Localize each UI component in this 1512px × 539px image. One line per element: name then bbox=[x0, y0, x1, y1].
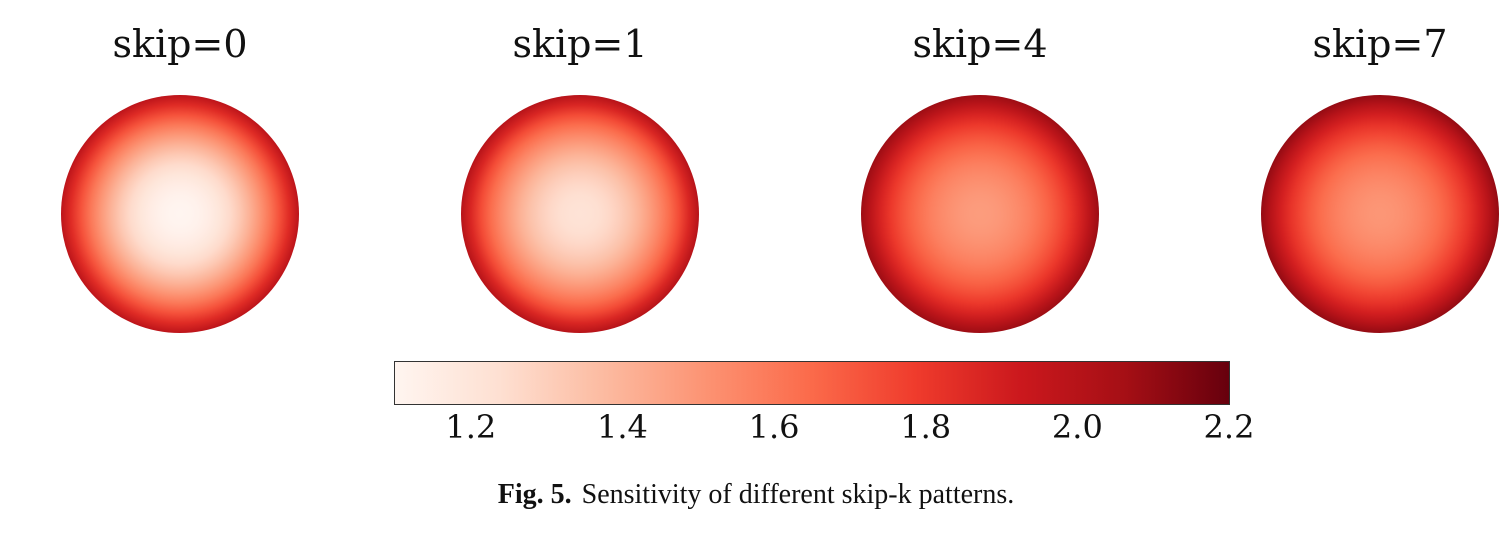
caption-text: Sensitivity of different skip-k patterns… bbox=[581, 479, 1015, 510]
colorbar bbox=[394, 361, 1230, 405]
disc-fill bbox=[1261, 95, 1499, 333]
panel-title: skip=7 bbox=[1312, 22, 1448, 66]
disc-fill bbox=[861, 95, 1099, 333]
colorbar-tick-label: 1.2 bbox=[445, 408, 497, 446]
colorbar-tick-label: 1.6 bbox=[748, 408, 800, 446]
sensitivity-disc bbox=[1261, 95, 1499, 333]
colorbar-tick-label: 1.4 bbox=[597, 408, 648, 446]
sensitivity-disc bbox=[861, 95, 1099, 333]
panel-title: skip=4 bbox=[912, 22, 1048, 66]
sensitivity-disc bbox=[61, 95, 299, 333]
panel-title: skip=1 bbox=[512, 22, 648, 66]
figure-caption: Fig. 5. Sensitivity of different skip-k p… bbox=[0, 479, 1512, 511]
disc-fill bbox=[61, 95, 299, 333]
colorbar-tick-label: 2.0 bbox=[1051, 408, 1103, 446]
colorbar-tick-label: 2.2 bbox=[1203, 408, 1255, 446]
disc-fill bbox=[461, 95, 699, 333]
caption-label: Fig. 5. bbox=[497, 479, 572, 510]
colorbar-tick-label: 1.8 bbox=[900, 408, 952, 446]
sensitivity-disc bbox=[461, 95, 699, 333]
colorbar-gradient bbox=[394, 361, 1230, 405]
panel-title: skip=0 bbox=[112, 22, 248, 66]
